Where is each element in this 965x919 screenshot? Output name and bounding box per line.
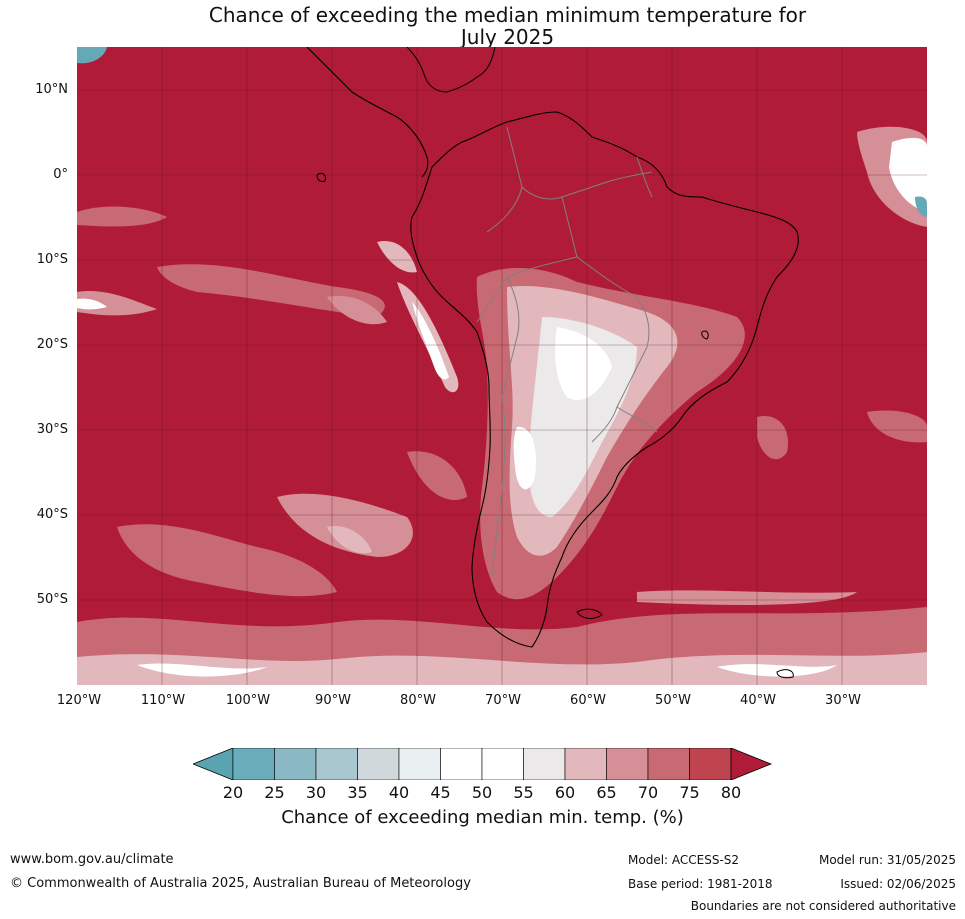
lat-label-40s: 40°S: [36, 507, 68, 522]
colorbar-bin-65-70: [606, 748, 649, 780]
colorbar-bin-40-45: [398, 748, 441, 780]
colorbar-tick-30: 30: [305, 783, 327, 802]
colorbar-tick-45: 45: [430, 783, 451, 802]
colorbar-bin-30-35: [315, 748, 358, 780]
lon-label-90w: 90°W: [315, 693, 351, 708]
issued-text: Issued: 02/06/2025: [840, 877, 956, 891]
colorbar-bin-70-75: [647, 748, 690, 780]
pacific-top-left-cool: [77, 47, 107, 64]
colorbar-bin-50-55: [481, 748, 524, 780]
continent-anomaly-core-2: [513, 426, 537, 490]
colorbar: [193, 748, 773, 780]
colorbar-tick-55: 55: [513, 783, 534, 802]
south-pacific-blotch-4: [407, 451, 467, 500]
lon-label-70w: 70°W: [485, 693, 521, 708]
colorbar-high-arrow: [730, 748, 773, 780]
colorbar-tick-20: 20: [222, 783, 244, 802]
colorbar-bin-55-60: [523, 748, 566, 780]
coastline-south-america: [410, 111, 799, 648]
colorbar-bin-75-80: [689, 748, 732, 780]
pacific-plume-4: [327, 296, 387, 325]
lon-label-100w: 100°W: [225, 693, 271, 708]
colorbar-tick-65: 65: [596, 783, 617, 802]
atlantic-blotch-2: [757, 416, 788, 460]
atlantic-blotch-3: [867, 410, 927, 443]
pacific-plume-2b: [77, 298, 107, 310]
lat-label-10n: 10°N: [35, 82, 68, 97]
colorbar-label: Chance of exceeding median min. temp. (%…: [281, 807, 684, 828]
colorbar-tick-60: 60: [554, 783, 576, 802]
lat-label-10s: 10°S: [36, 252, 68, 267]
atlantic-blotch-1c: [915, 196, 927, 217]
lon-label-50w: 50°W: [655, 693, 691, 708]
coastline-yucatan: [406, 47, 496, 93]
southern-ocean-white-2: [717, 664, 837, 677]
peru-coast-plume-white: [412, 302, 449, 380]
lon-label-30w: 30°W: [825, 693, 861, 708]
colorbar-bin-35-40: [357, 748, 400, 780]
model-run-text: Model run: 31/05/2025: [818, 853, 956, 867]
colorbar-bin-45-50: [440, 748, 483, 780]
lat-label-20s: 20°S: [36, 337, 68, 352]
website-text: www.bom.gov.au/climate: [10, 852, 174, 867]
lat-label-30s: 30°S: [36, 422, 68, 437]
colorbar-tick-35: 35: [347, 783, 368, 802]
south-pacific-blotch-2: [277, 493, 413, 557]
colorbar-low-arrow: [193, 748, 234, 780]
pacific-plume-5: [377, 241, 417, 273]
pacific-plume-1: [77, 206, 167, 227]
south-pacific-blotch-3: [327, 526, 372, 554]
coastline-central-america: [306, 47, 429, 178]
lon-label-40w: 40°W: [740, 693, 776, 708]
colorbar-bin-20-25: [232, 748, 275, 780]
probability-map: [77, 47, 927, 685]
country-borders: [476, 126, 658, 578]
map-title: Chance of exceeding the median minimum t…: [0, 4, 965, 48]
south-pacific-blotch-1: [117, 524, 337, 597]
colorbar-tick-40: 40: [388, 783, 410, 802]
colorbar-bin-25-30: [274, 748, 317, 780]
title-line-2: July 2025: [460, 25, 555, 49]
base-period-text: Base period: 1981-2018: [628, 877, 773, 891]
graticule: [77, 47, 927, 685]
southern-ocean-white: [137, 663, 267, 677]
copyright-text: © Commonwealth of Australia 2025, Austra…: [10, 876, 471, 891]
lon-label-80w: 80°W: [400, 693, 436, 708]
islands: [316, 172, 794, 679]
lon-label-60w: 60°W: [570, 693, 606, 708]
lat-label-0: 0°: [53, 167, 68, 182]
lon-label-110w: 110°W: [140, 693, 186, 708]
lat-label-50s: 50°S: [36, 592, 68, 607]
colorbar-tick-50: 50: [471, 783, 493, 802]
lon-label-120w: 120°W: [56, 693, 102, 708]
colorbar-bin-60-65: [564, 748, 607, 780]
colorbar-tick-75: 75: [679, 783, 700, 802]
title-line-1: Chance of exceeding the median minimum t…: [208, 3, 807, 27]
pacific-plume-3: [157, 264, 385, 317]
boundaries-disclaimer: Boundaries are not considered authoritat…: [690, 899, 956, 913]
pacific-plume-2: [77, 290, 157, 316]
colorbar-tick-70: 70: [637, 783, 659, 802]
atlantic-blotch-4: [637, 590, 857, 605]
colorbar-tick-25: 25: [264, 783, 285, 802]
colorbar-tick-80: 80: [720, 783, 742, 802]
model-text: Model: ACCESS-S2: [628, 853, 740, 867]
